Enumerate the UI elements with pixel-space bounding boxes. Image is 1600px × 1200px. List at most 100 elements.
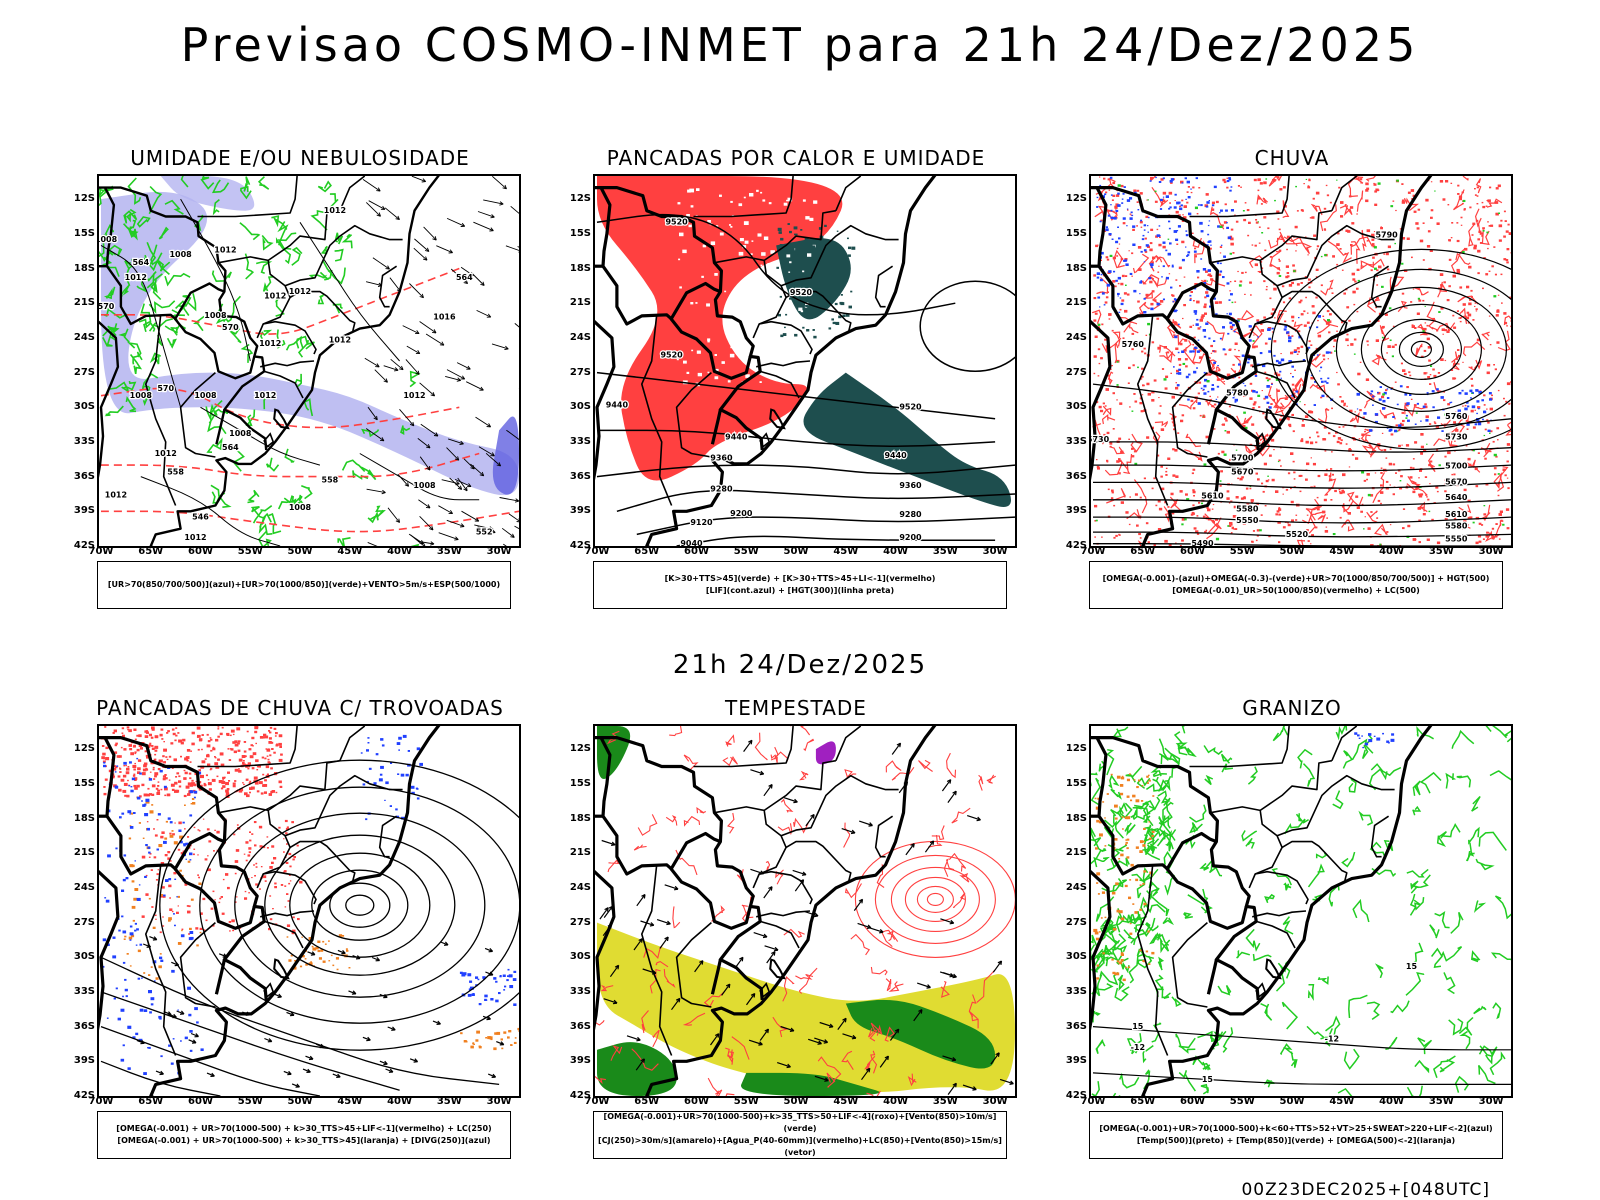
country-border <box>670 831 721 870</box>
wind-850-vector <box>659 936 669 949</box>
state-border <box>1252 360 1307 368</box>
contour-label: 1008 <box>289 503 312 512</box>
state-border <box>378 815 398 858</box>
lon-tick-label: 50W <box>287 546 313 557</box>
country-border <box>174 282 225 319</box>
streamline-arrow <box>155 1070 164 1076</box>
wind-850-vector <box>671 997 681 1011</box>
contour-label: 558 <box>167 467 184 476</box>
streamline-arrow <box>176 1010 185 1015</box>
lat-tick-label: 24S <box>1065 881 1087 893</box>
wind-vector <box>446 369 466 380</box>
wind-850-vector <box>635 1058 645 1071</box>
pressure-contours <box>100 198 480 546</box>
lon-tick-label: 30W <box>982 546 1008 557</box>
lon-tick-label: 35W <box>436 1096 462 1107</box>
state-border <box>714 256 787 339</box>
contour-labels: -12 -12 15 15 15 <box>1129 961 1418 1086</box>
streamline-arrow <box>440 941 449 946</box>
wind-850-vector <box>808 1038 822 1045</box>
streamline-arrow <box>188 1039 197 1044</box>
wind-850-vector <box>905 843 915 856</box>
contour-label: 9200 <box>730 509 753 518</box>
country-border <box>103 736 256 930</box>
wind-850-vector <box>656 919 671 926</box>
wind-850-vector <box>636 893 646 907</box>
contour-label: 564 <box>132 258 149 267</box>
wind-vector <box>438 532 459 541</box>
wind-850-vector <box>777 1062 791 1069</box>
lon-tick-label: 65W <box>634 1096 660 1107</box>
wind-vector <box>368 200 386 210</box>
contour-label: 1008 <box>413 481 436 490</box>
storm-red-north <box>101 726 283 798</box>
contour-labels: 5790 5760 5780 5760 5730 5730 5700 5700 5670 5670… <box>1091 229 1469 546</box>
convective-red-area <box>597 176 843 481</box>
state-border <box>1255 320 1309 355</box>
state-border <box>1370 265 1390 308</box>
humidity-north-area <box>160 176 255 211</box>
coastline <box>149 726 441 1096</box>
wind-vector <box>478 446 495 457</box>
wind-850-vector <box>913 1009 923 1022</box>
lon-tick-label: 45W <box>1329 1096 1355 1107</box>
panel-legend: [OMEGA(-0.001)+UR>70(1000-500)+k<60+TTS>… <box>1089 1111 1503 1159</box>
wind-vector <box>446 217 466 227</box>
contour-label: 1012 <box>125 273 147 282</box>
wind-vector <box>463 458 475 470</box>
panel-title: CHUVA <box>1254 146 1330 170</box>
wind-vector <box>477 211 495 219</box>
lat-tick-label: 33S <box>73 435 95 447</box>
contour-label: 5640 <box>1445 493 1468 502</box>
temp-500-contours <box>1092 1026 1511 1085</box>
legend-line-1: [K>30+TTS>45](verde) + [K>30+TTS>45+LI<-… <box>664 574 936 583</box>
state-border <box>1281 290 1348 332</box>
wind-850-vector <box>942 972 957 979</box>
lon-tick-label: 70W <box>88 1096 114 1107</box>
state-border <box>289 840 356 882</box>
state-border <box>756 910 811 918</box>
lon-tick-label: 65W <box>634 546 660 557</box>
wind-vector <box>514 323 519 328</box>
contour-label: 570 <box>99 302 115 311</box>
temp-850-andes <box>1091 752 1181 997</box>
state-border <box>874 265 894 308</box>
convective-gaps <box>676 188 818 387</box>
country-border <box>1206 959 1218 995</box>
wind-850-vector <box>857 922 872 929</box>
wind-850-vector <box>759 1028 769 1041</box>
wind-850-vector <box>721 983 731 996</box>
contour-label: 9520 <box>899 403 922 412</box>
wind-vector <box>372 257 390 270</box>
lat-tick-label: 42S <box>569 1090 591 1101</box>
lon-tick-label: 45W <box>833 1096 859 1107</box>
lon-tick-label: 40W <box>1379 1096 1405 1107</box>
state-border <box>339 726 366 762</box>
lat-tick-label: 39S <box>73 505 95 517</box>
country-border <box>174 831 225 870</box>
lat-tick-label: 39S <box>569 1055 591 1067</box>
country-border <box>595 186 764 451</box>
state-border <box>641 314 673 506</box>
streamline-arrow <box>496 1041 505 1046</box>
wind-vector <box>461 510 480 522</box>
panel-granizo: GRANIZO -12 -12 15 15 15 12S 15S 18S 21S 24S 27S 3… <box>1052 696 1532 1186</box>
state-border <box>263 320 317 355</box>
contour-label: -12 <box>1131 1043 1145 1052</box>
contour-label: 1012 <box>259 339 281 348</box>
wind-850-vector <box>633 938 643 951</box>
streamline-arrow <box>305 1055 314 1061</box>
wind-850-vector <box>710 1033 720 1046</box>
wind-vector <box>447 438 464 445</box>
wind-850-vector <box>664 884 679 891</box>
wind-vector <box>387 507 401 523</box>
country-border <box>1095 186 1248 380</box>
wind-850-vector <box>859 820 873 827</box>
lat-tick-label: 21S <box>73 847 95 859</box>
wind-850-vector <box>763 783 773 797</box>
country-border <box>670 281 721 320</box>
contour-label: 1012 <box>155 449 177 458</box>
wind-vector <box>420 423 439 437</box>
country-border <box>103 187 256 380</box>
lat-tick-label: 12S <box>1065 193 1087 205</box>
